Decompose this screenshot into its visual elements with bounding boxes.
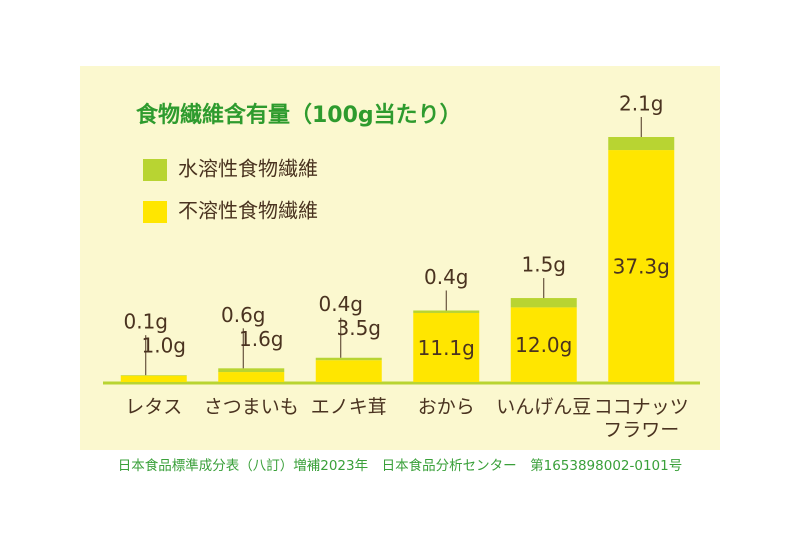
bar-segment: [120, 375, 187, 382]
bar-segment: [413, 312, 480, 382]
value-label: 1.0g: [141, 334, 186, 358]
x-tick-label: ココナッツ フラワー: [593, 396, 689, 441]
legend-swatch: [143, 201, 167, 223]
bar-segment: [608, 150, 675, 382]
value-label: 12.0g: [515, 333, 572, 357]
value-label: 1.5g: [521, 253, 566, 277]
x-tick-label: エノキ茸: [310, 396, 387, 418]
value-label: 11.1g: [418, 336, 475, 360]
bar-segment: [510, 307, 577, 382]
x-tick-label: おから: [417, 396, 475, 418]
bar-segment: [120, 375, 187, 376]
value-label: 3.5g: [336, 316, 381, 340]
bar-segment: [608, 137, 675, 151]
bar-segment: [413, 310, 480, 313]
bar-segment: [315, 357, 382, 361]
value-label: 0.4g: [318, 292, 363, 316]
legend-swatch: [143, 159, 167, 181]
value-label: 2.1g: [619, 92, 664, 116]
x-tick-label: さつまいも: [203, 396, 299, 418]
value-label: 0.4g: [424, 265, 469, 289]
chart-title: 食物繊維含有量（100g当たり）: [136, 102, 462, 128]
source-note: 日本食品標準成分表（八訂）増補2023年 日本食品分析センター 第1653898…: [118, 457, 682, 474]
x-tick-label: いんげん豆: [496, 396, 592, 418]
value-label: 1.6g: [239, 327, 284, 351]
value-label: 37.3g: [613, 255, 670, 279]
bar-segment: [218, 368, 285, 373]
legend-label: 不溶性食物繊維: [178, 199, 318, 223]
bar-segment: [218, 372, 285, 382]
value-label: 0.1g: [123, 310, 168, 334]
legend-label: 水溶性食物繊維: [178, 157, 318, 181]
bar-segment: [315, 360, 382, 382]
x-tick-label: レタス: [125, 396, 183, 418]
value-label: 0.6g: [221, 303, 266, 327]
bar-segment: [510, 298, 577, 308]
